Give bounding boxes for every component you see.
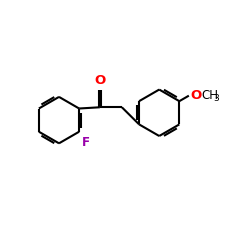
Text: O: O: [190, 89, 201, 102]
Text: O: O: [94, 74, 106, 87]
Text: F: F: [82, 136, 90, 149]
Text: 3: 3: [213, 94, 218, 103]
Text: CH: CH: [202, 89, 218, 102]
